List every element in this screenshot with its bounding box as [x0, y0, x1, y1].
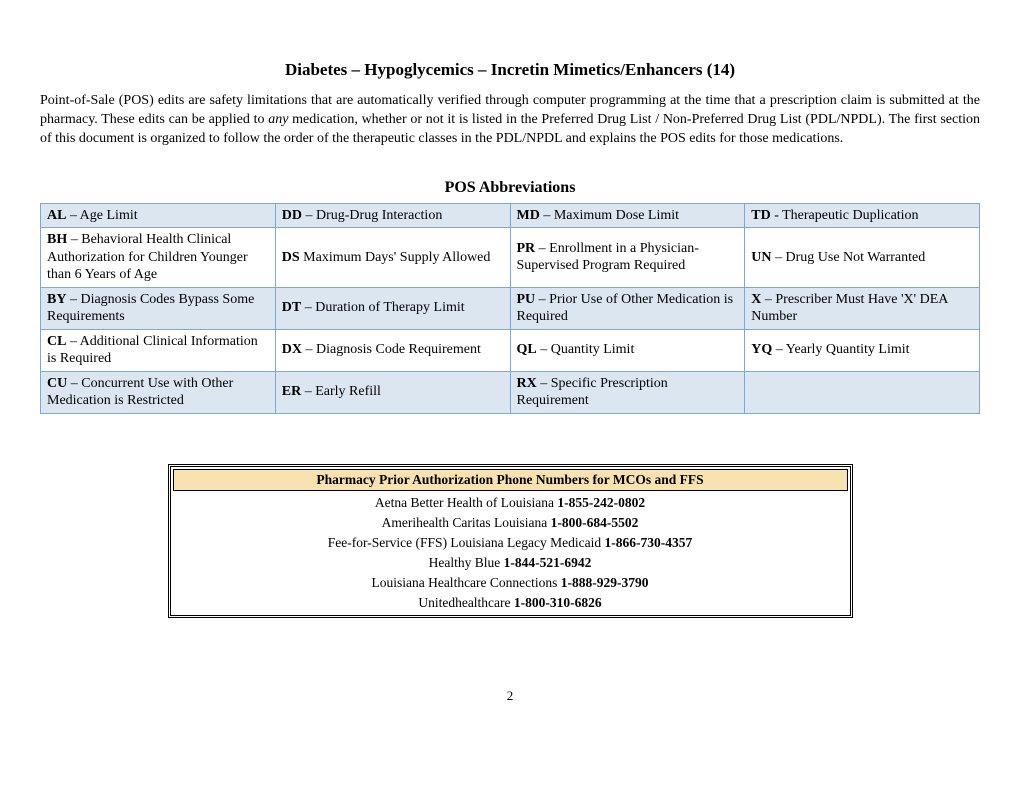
table-row: CL – Additional Clinical Information is …: [41, 329, 980, 371]
abbrev-cell: [745, 371, 980, 413]
abbrev-code: CL: [47, 334, 66, 349]
abbrev-cell: DT – Duration of Therapy Limit: [275, 287, 510, 329]
phone-row: Aetna Better Health of Louisiana 1-855-2…: [173, 493, 848, 513]
abbrev-code: DT: [282, 300, 301, 315]
phone-org-name: Healthy Blue: [429, 555, 504, 570]
abbrev-code: RX: [517, 376, 537, 391]
phone-row: Fee-for-Service (FFS) Louisiana Legacy M…: [173, 533, 848, 553]
abbrev-code: BY: [47, 292, 66, 307]
abbrev-code: DD: [282, 208, 302, 223]
abbrev-code: CU: [47, 376, 67, 391]
phone-row: Unitedhealthcare 1-800-310-6826: [173, 593, 848, 613]
abbrev-code: UN: [751, 250, 771, 265]
abbrev-code: DS: [282, 250, 300, 265]
phone-org-name: Fee-for-Service (FFS) Louisiana Legacy M…: [328, 535, 605, 550]
abbrev-cell: AL – Age Limit: [41, 203, 276, 228]
table-row: BY – Diagnosis Codes Bypass Some Require…: [41, 287, 980, 329]
phone-org-name: Amerihealth Caritas Louisiana: [382, 515, 551, 530]
phone-numbers-box: Pharmacy Prior Authorization Phone Numbe…: [168, 464, 853, 618]
phone-row: Amerihealth Caritas Louisiana 1-800-684-…: [173, 513, 848, 533]
abbrev-cell: X – Prescriber Must Have 'X' DEA Number: [745, 287, 980, 329]
abbrev-code: TD: [751, 208, 770, 223]
abbrev-cell: RX – Specific Prescription Requirement: [510, 371, 745, 413]
intro-paragraph: Point-of-Sale (POS) edits are safety lim…: [40, 92, 980, 149]
intro-emphasis: any: [268, 112, 288, 127]
abbrev-cell: QL – Quantity Limit: [510, 329, 745, 371]
phone-org-name: Aetna Better Health of Louisiana: [375, 495, 558, 510]
phone-number: 1-800-310-6826: [514, 595, 602, 610]
abbrev-cell: BY – Diagnosis Codes Bypass Some Require…: [41, 287, 276, 329]
abbrev-cell: PR – Enrollment in a Physician-Supervise…: [510, 228, 745, 288]
abbrev-code: MD: [517, 208, 540, 223]
phone-org-name: Louisiana Healthcare Connections: [371, 575, 560, 590]
abbrev-code: X: [751, 292, 761, 307]
abbrev-code: DX: [282, 342, 302, 357]
abbrev-cell: BH – Behavioral Health Clinical Authoriz…: [41, 228, 276, 288]
phone-box-header: Pharmacy Prior Authorization Phone Numbe…: [173, 469, 848, 491]
abbrev-code: PR: [517, 241, 536, 256]
abbrev-cell: ER – Early Refill: [275, 371, 510, 413]
phone-number: 1-844-521-6942: [504, 555, 592, 570]
abbrev-code: ER: [282, 384, 301, 399]
phone-number: 1-800-684-5502: [551, 515, 639, 530]
phone-org-name: Unitedhealthcare: [418, 595, 514, 610]
abbrev-cell: CL – Additional Clinical Information is …: [41, 329, 276, 371]
abbrev-code: BH: [47, 232, 67, 247]
abbrev-cell: DS Maximum Days' Supply Allowed: [275, 228, 510, 288]
page-number: 2: [40, 688, 980, 704]
table-row: CU – Concurrent Use with Other Medicatio…: [41, 371, 980, 413]
phone-row: Healthy Blue 1-844-521-6942: [173, 553, 848, 573]
abbrev-cell: YQ – Yearly Quantity Limit: [745, 329, 980, 371]
phone-row: Louisiana Healthcare Connections 1-888-9…: [173, 573, 848, 593]
phone-number: 1-866-730-4357: [605, 535, 693, 550]
abbrev-cell: MD – Maximum Dose Limit: [510, 203, 745, 228]
abbrev-section-title: POS Abbreviations: [40, 179, 980, 197]
abbreviations-table: AL – Age LimitDD – Drug-Drug Interaction…: [40, 203, 980, 414]
page-title: Diabetes – Hypoglycemics – Incretin Mime…: [40, 60, 980, 80]
table-row: BH – Behavioral Health Clinical Authoriz…: [41, 228, 980, 288]
abbrev-cell: DD – Drug-Drug Interaction: [275, 203, 510, 228]
abbrev-code: PU: [517, 292, 536, 307]
abbrev-cell: PU – Prior Use of Other Medication is Re…: [510, 287, 745, 329]
table-row: AL – Age LimitDD – Drug-Drug Interaction…: [41, 203, 980, 228]
abbrev-code: AL: [47, 208, 66, 223]
phone-number: 1-888-929-3790: [561, 575, 649, 590]
abbrev-code: YQ: [751, 342, 772, 357]
abbrev-cell: UN – Drug Use Not Warranted: [745, 228, 980, 288]
abbrev-cell: TD - Therapeutic Duplication: [745, 203, 980, 228]
abbrev-cell: DX – Diagnosis Code Requirement: [275, 329, 510, 371]
phone-number: 1-855-242-0802: [557, 495, 645, 510]
abbrev-code: QL: [517, 342, 537, 357]
abbrev-cell: CU – Concurrent Use with Other Medicatio…: [41, 371, 276, 413]
